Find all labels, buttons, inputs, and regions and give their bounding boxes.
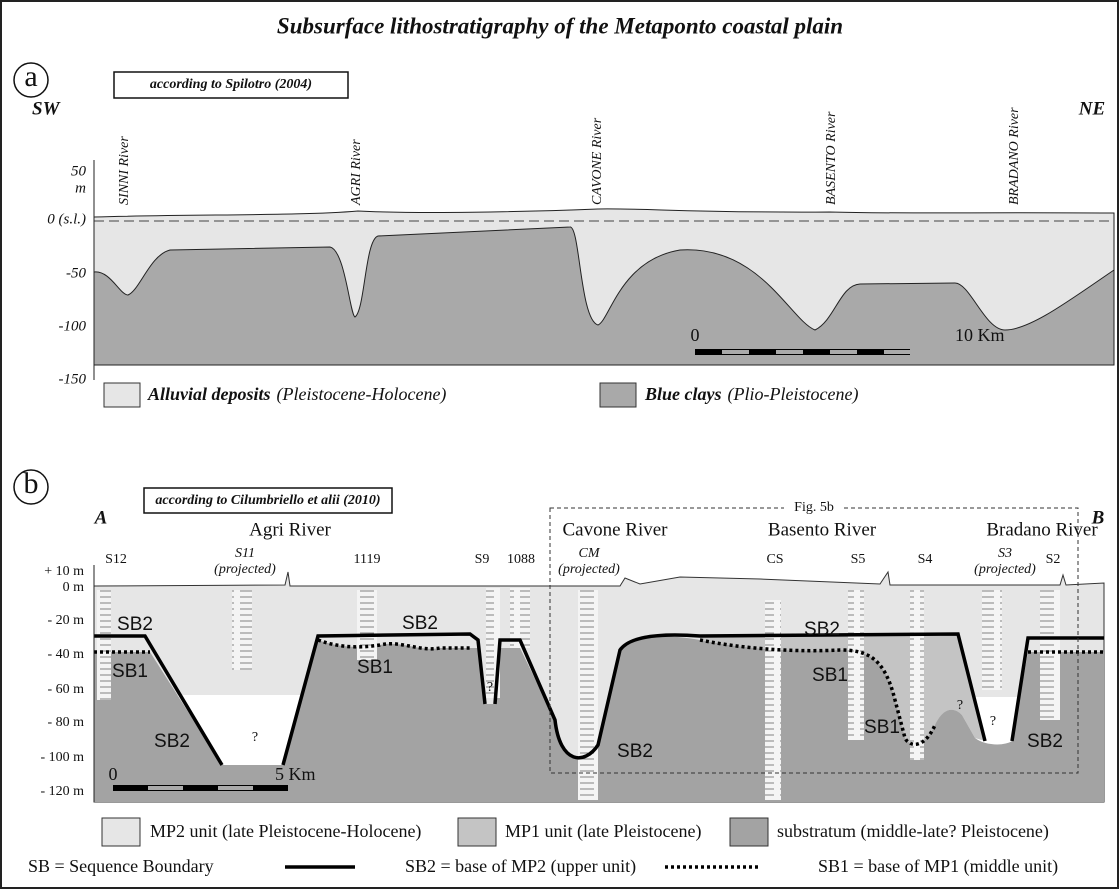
well-name: S12 — [105, 552, 127, 567]
boundary-label: SB2 — [117, 614, 153, 635]
boundary-label: ? — [990, 714, 996, 729]
scale-label: 0 — [109, 764, 118, 784]
scale-bar-segment — [722, 350, 749, 354]
well-name: CM — [579, 546, 601, 561]
well-name: S3 — [998, 546, 1012, 561]
legend-swatch — [458, 818, 496, 846]
panel-label: a — [24, 60, 37, 93]
well-name: S5 — [851, 552, 866, 567]
axis-label: m — [75, 180, 86, 196]
axis-label: 50 — [71, 163, 87, 179]
source: according to Spilotro (2004) — [150, 77, 312, 92]
axis-label: -50 — [66, 265, 86, 281]
legend-swatch — [104, 383, 140, 407]
river-label: AGRI River — [349, 139, 364, 206]
boundary-label: SB1 — [864, 717, 900, 738]
end-label: NE — [1078, 98, 1105, 119]
axis-label: 0 m — [63, 580, 85, 595]
scale-bar-segment — [830, 350, 857, 354]
scale-label: 5 Km — [275, 764, 316, 784]
legend-name: Alluvial deposits — [147, 384, 271, 404]
legend-label: MP2 unit (late Pleistocene-Holocene) — [150, 821, 421, 842]
well-note: (projected) — [214, 562, 276, 577]
boundary-label: SB2 — [402, 613, 438, 634]
axis-label: - 40 m — [47, 647, 84, 662]
figure: Subsurface lithostratigraphy of the Meta… — [0, 0, 1119, 889]
well-name: S4 — [918, 552, 933, 567]
boundary-label: SB2 — [154, 731, 190, 752]
well-name: CS — [766, 552, 783, 567]
well-log — [97, 590, 111, 700]
panel-label: b — [24, 467, 39, 500]
legend-age: (Pleistocene-Holocene) — [277, 384, 447, 405]
well-name: S11 — [235, 546, 255, 561]
axis-label: + 10 m — [44, 564, 84, 579]
legend-name: Blue clays — [644, 384, 722, 404]
river-label: Bradano River — [986, 519, 1098, 540]
well-note: (projected) — [974, 562, 1036, 577]
legend-label: substratum (middle-late? Pleistocene) — [777, 821, 1049, 842]
axis-label: - 80 m — [47, 715, 84, 730]
axis-label: - 20 m — [47, 613, 84, 628]
title: Subsurface lithostratigraphy of the Meta… — [277, 13, 843, 38]
key-label: SB = Sequence Boundary — [28, 856, 214, 876]
boundary-label: SB1 — [357, 657, 393, 678]
axis-label: - 100 m — [40, 750, 84, 765]
legend-swatch — [600, 383, 636, 407]
river-label: CAVONE River — [590, 117, 605, 205]
scale-bar-segment — [218, 786, 253, 790]
well-name: 1119 — [354, 552, 381, 567]
key-label: SB2 = base of MP2 (upper unit) — [405, 856, 636, 877]
well-log — [578, 590, 598, 800]
axis-label: -150 — [59, 371, 87, 387]
boundary-label: SB2 — [804, 619, 840, 640]
boundary-label: SB2 — [617, 741, 653, 762]
scale-bar-segment — [884, 350, 910, 354]
key-label: SB1 = base of MP1 (middle unit) — [818, 856, 1058, 877]
river-label: Agri River — [249, 519, 331, 540]
well-name: S2 — [1046, 552, 1061, 567]
river-label: BRADANO River — [1007, 107, 1022, 205]
river-label: BASENTO River — [824, 111, 839, 205]
legend-swatch — [730, 818, 768, 846]
scale-bar-segment — [148, 786, 183, 790]
axis-label: -100 — [59, 318, 87, 334]
axis-label: 0 (s.l.) — [47, 211, 86, 227]
inset-label: Fig. 5b — [794, 500, 834, 515]
well-log — [765, 600, 781, 800]
scale-label: 10 Km — [955, 325, 1005, 345]
well-log — [848, 590, 864, 740]
scale-bar — [113, 785, 288, 791]
well-name: 1088 — [507, 552, 535, 567]
well-note: (projected) — [558, 562, 620, 577]
boundary-label: SB2 — [1027, 731, 1063, 752]
source: according to Cilumbriello et alii (2010) — [155, 493, 380, 508]
river-label: Cavone River — [562, 519, 668, 540]
legend-age: (Plio-Pleistocene) — [728, 384, 859, 405]
well-name: S9 — [475, 552, 490, 567]
end-label: A — [94, 507, 108, 528]
boundary-label: ? — [487, 680, 493, 695]
well-log — [982, 590, 1002, 690]
boundary-label: SB1 — [812, 665, 848, 686]
well-log — [357, 590, 377, 660]
boundary-label: ? — [252, 730, 258, 745]
legend-label: MP1 unit (late Pleistocene) — [505, 821, 701, 842]
river-label: SINNI River — [117, 136, 132, 205]
boundary-label: ? — [957, 698, 963, 713]
well-log — [910, 590, 924, 760]
scale-bar-segment — [776, 350, 803, 354]
axis-label: - 120 m — [40, 784, 84, 799]
axis-label: - 60 m — [47, 682, 84, 697]
scale-label: 0 — [691, 325, 700, 345]
end-label: SW — [32, 98, 61, 119]
legend-swatch — [102, 818, 140, 846]
river-label: Basento River — [768, 519, 877, 540]
boundary-label: SB1 — [112, 661, 148, 682]
well-log — [1040, 590, 1060, 720]
well-log — [232, 590, 252, 670]
